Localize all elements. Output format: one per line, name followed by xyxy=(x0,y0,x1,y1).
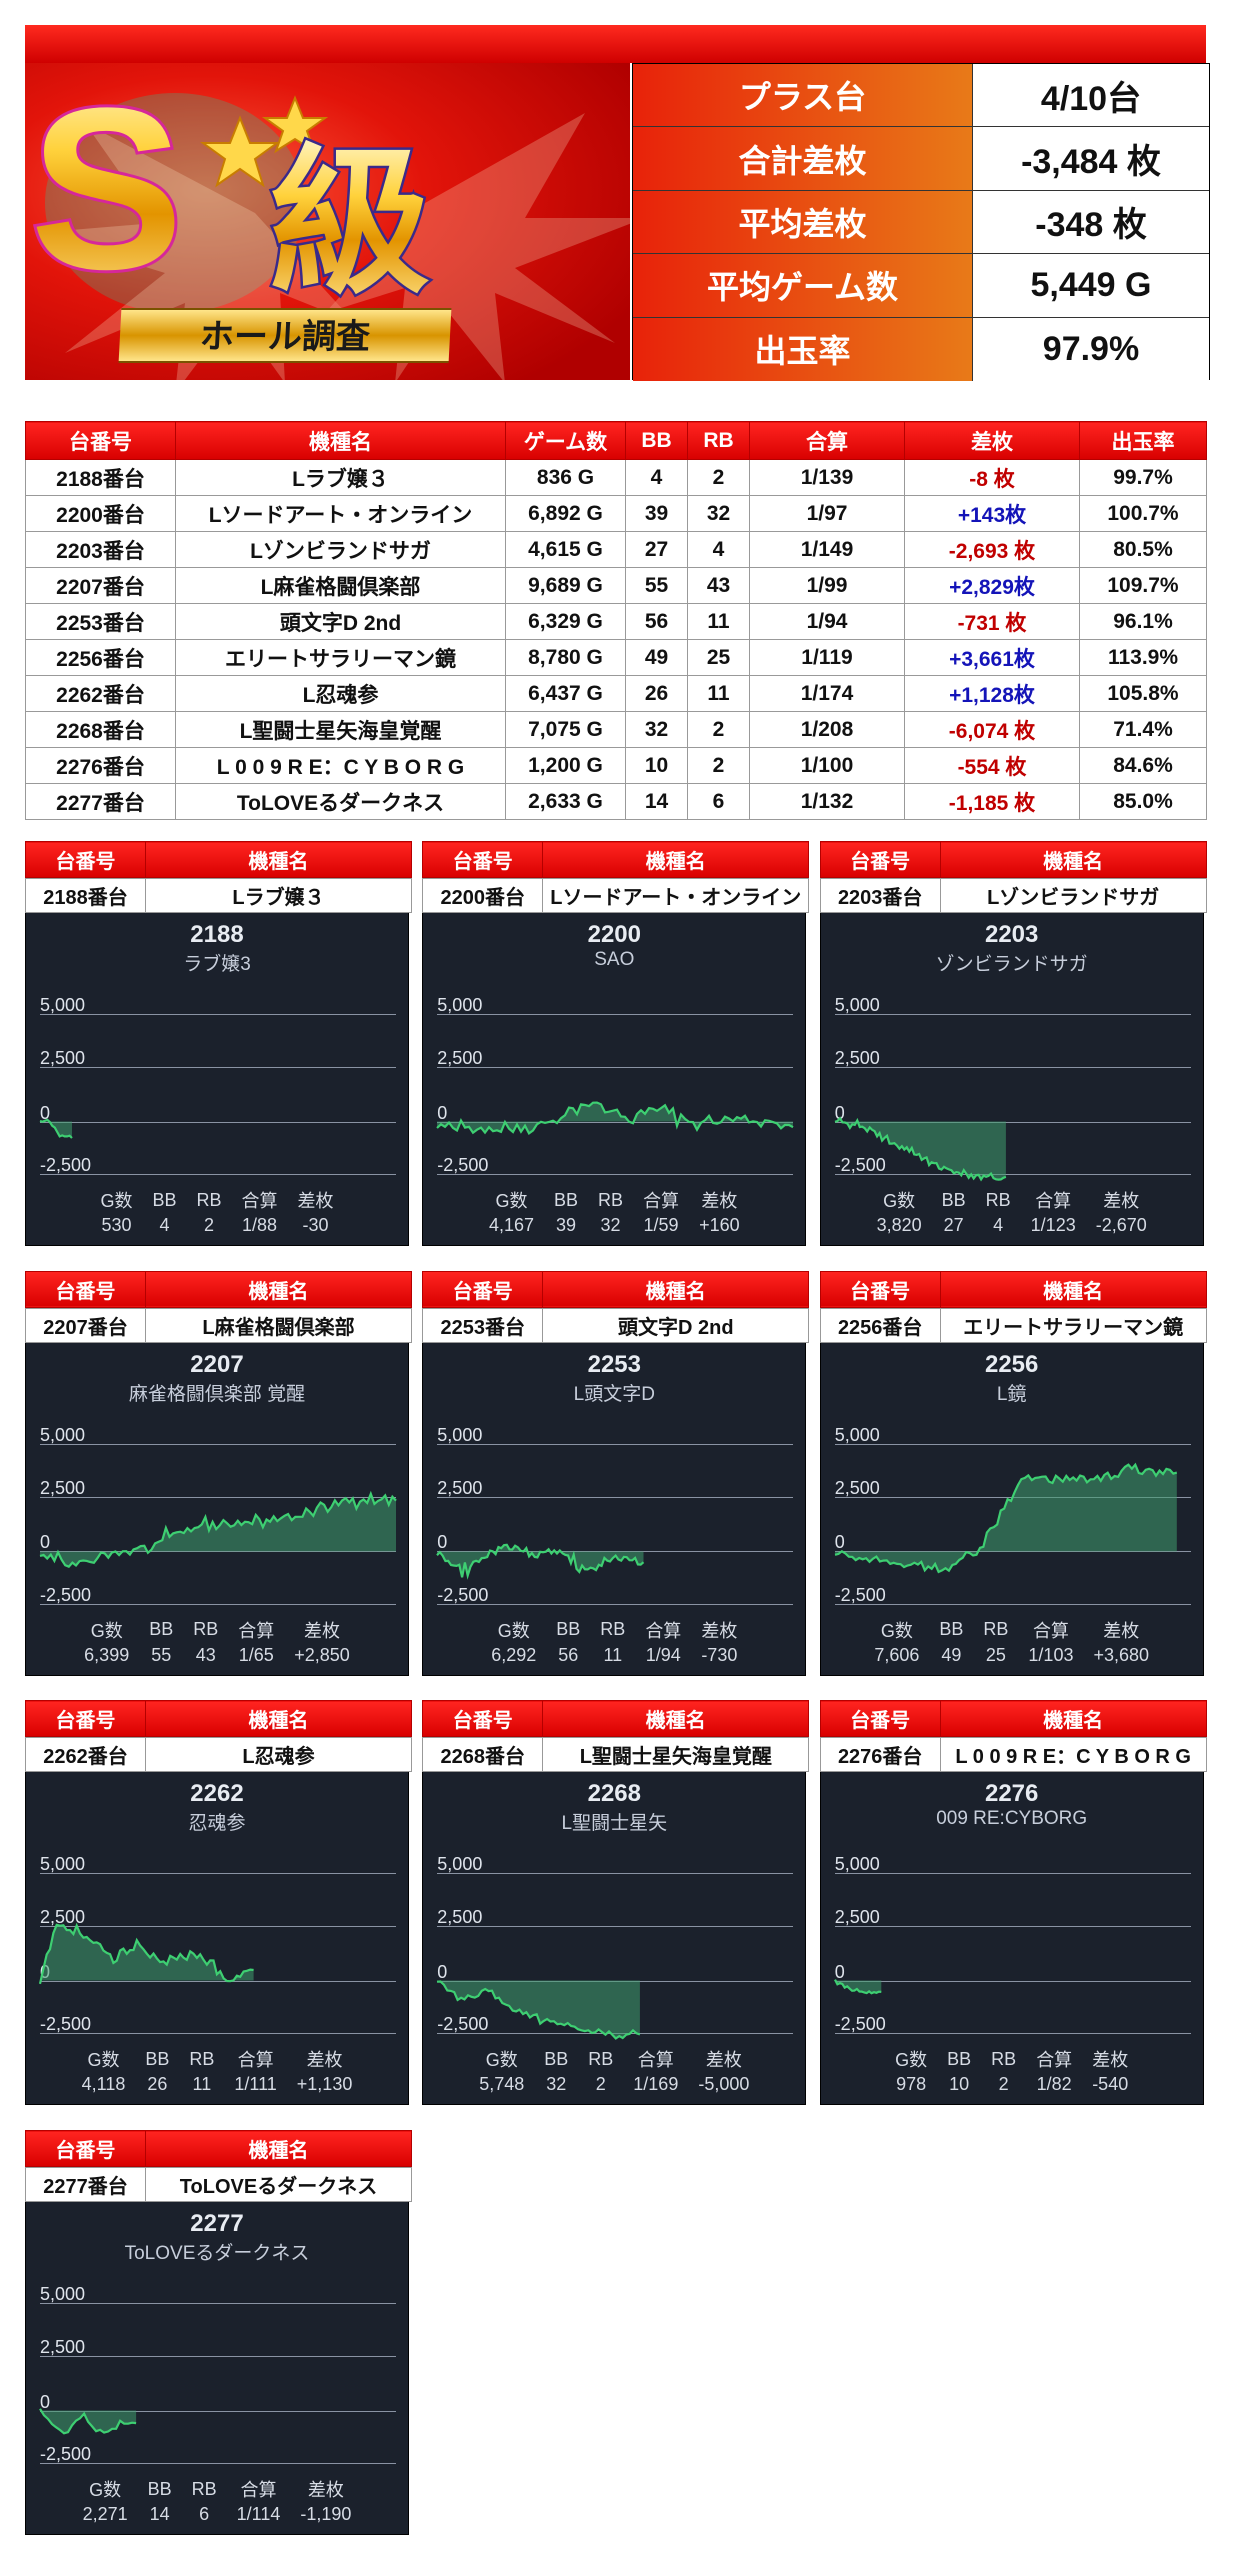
svg-text:級: 級 xyxy=(270,133,430,312)
svg-text:S: S xyxy=(30,83,183,317)
